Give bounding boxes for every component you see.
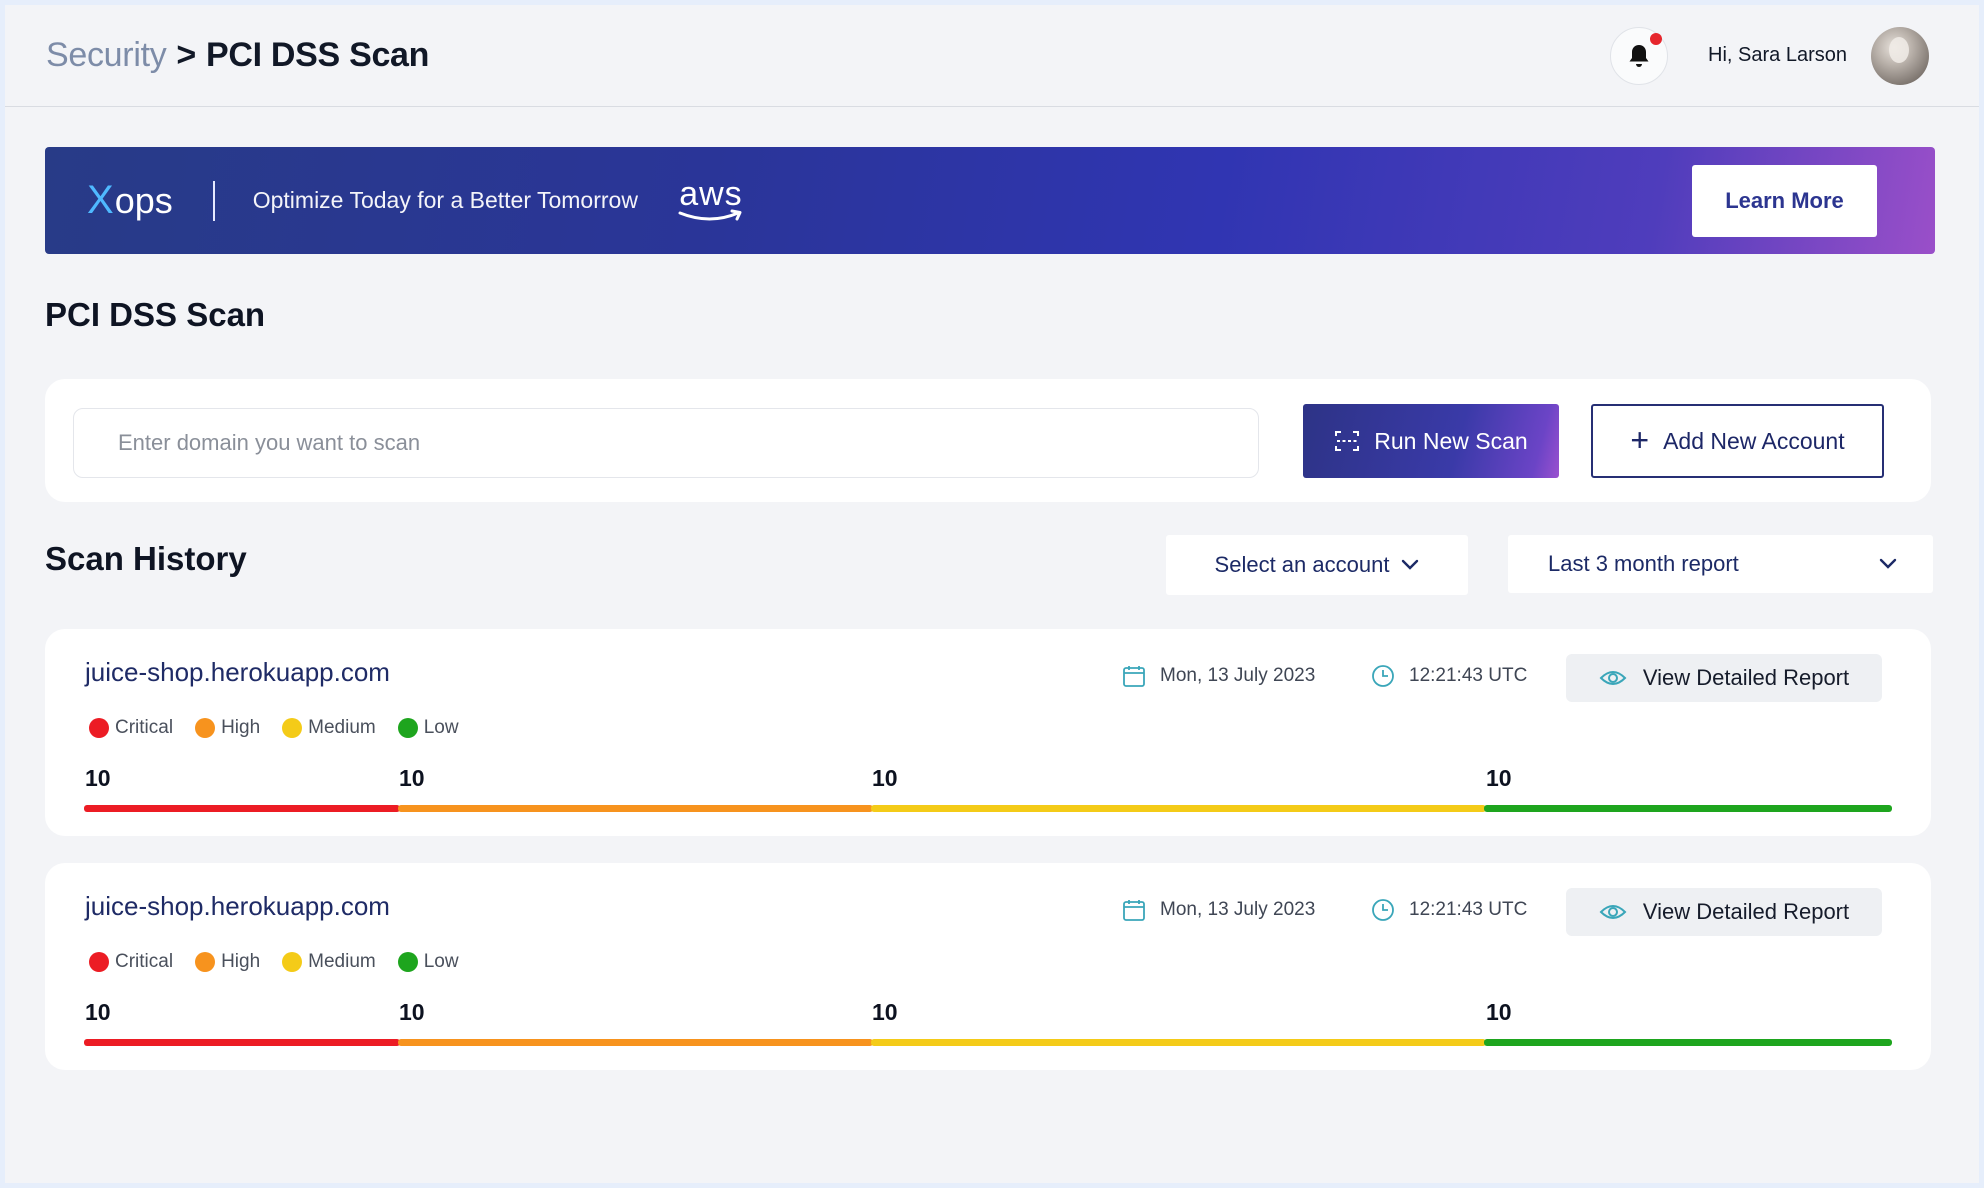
add-new-account-label: Add New Account	[1663, 427, 1845, 454]
date-range-select-value: Last 3 month report	[1548, 551, 1739, 576]
legend-critical: Critical	[89, 951, 173, 973]
medium-count: 10	[872, 765, 898, 791]
eye-icon	[1599, 905, 1627, 919]
legend-medium: Medium	[282, 951, 376, 973]
notification-badge	[1650, 32, 1663, 45]
medium-count: 10	[872, 999, 898, 1025]
scan-domain[interactable]: juice-shop.herokuapp.com	[85, 891, 390, 921]
date-range-select-dropdown[interactable]: Last 3 month report	[1508, 535, 1933, 593]
scan-date: Mon, 13 July 2023	[1122, 898, 1315, 922]
scan-date: Mon, 13 July 2023	[1122, 664, 1315, 688]
user-avatar[interactable]	[1871, 26, 1929, 85]
high-count: 10	[399, 765, 425, 791]
scan-domain[interactable]: juice-shop.herokuapp.com	[85, 657, 390, 687]
clock-icon	[1372, 665, 1394, 687]
aws-logo: aws	[678, 177, 744, 223]
high-bar	[398, 805, 873, 812]
eye-icon	[1599, 671, 1627, 685]
high-bar	[398, 1039, 873, 1046]
medium-bar	[871, 805, 1486, 812]
breadcrumb-separator: >	[176, 36, 196, 74]
low-bar	[1484, 805, 1892, 812]
scan-history-item: juice-shop.herokuapp.com Mon, 13 July 20…	[45, 863, 1931, 1070]
critical-bar	[84, 805, 400, 812]
high-count: 10	[399, 999, 425, 1025]
critical-count: 10	[85, 999, 111, 1025]
scan-history-item: juice-shop.herokuapp.com Mon, 13 July 20…	[45, 629, 1931, 836]
clock-icon	[1372, 899, 1394, 921]
medium-bar	[871, 1039, 1486, 1046]
bell-icon	[1629, 44, 1649, 67]
scan-form-card: Run New Scan + Add New Account	[45, 379, 1931, 502]
banner-divider	[212, 180, 215, 221]
legend-low: Low	[397, 951, 459, 973]
user-greeting: Hi, Sara Larson	[1708, 44, 1847, 66]
calendar-icon	[1123, 666, 1145, 687]
banner-tagline: Optimize Today for a Better Tomorrow	[252, 187, 638, 213]
critical-bar	[84, 1039, 400, 1046]
scan-icon	[1335, 431, 1360, 451]
chevron-down-icon	[1879, 558, 1897, 569]
severity-legend: Critical High Medium Low	[89, 951, 481, 973]
domain-search-input[interactable]	[73, 408, 1259, 478]
legend-high: High	[195, 951, 260, 973]
severity-legend: Critical High Medium Low	[89, 717, 481, 739]
low-count: 10	[1486, 999, 1512, 1025]
scan-time: 12:21:43 UTC	[1371, 664, 1527, 688]
legend-high: High	[195, 717, 260, 739]
account-select-value: Select an account	[1214, 552, 1390, 577]
view-detailed-report-button[interactable]: View Detailed Report	[1566, 654, 1882, 702]
page-title: PCI DSS Scan	[45, 296, 266, 333]
view-detailed-report-button[interactable]: View Detailed Report	[1566, 888, 1882, 936]
notifications-button[interactable]	[1610, 26, 1669, 85]
run-new-scan-button[interactable]: Run New Scan	[1303, 404, 1559, 478]
low-bar	[1484, 1039, 1892, 1046]
scan-history-title: Scan History	[45, 540, 247, 577]
run-new-scan-label: Run New Scan	[1374, 427, 1528, 454]
legend-medium: Medium	[282, 717, 376, 739]
chevron-down-icon	[1402, 559, 1419, 570]
scan-time: 12:21:43 UTC	[1371, 898, 1527, 922]
aws-smile-icon	[678, 209, 742, 220]
calendar-icon	[1123, 900, 1145, 921]
learn-more-button[interactable]: Learn More	[1692, 164, 1877, 237]
plus-icon: +	[1630, 421, 1650, 458]
add-new-account-button[interactable]: + Add New Account	[1591, 404, 1884, 478]
critical-count: 10	[85, 765, 111, 791]
legend-low: Low	[397, 717, 459, 739]
breadcrumb: Security > PCI DSS Scan	[46, 36, 429, 75]
legend-critical: Critical	[89, 717, 173, 739]
breadcrumb-security-link[interactable]: Security	[46, 36, 167, 74]
header-user-area: Hi, Sara Larson	[1610, 26, 1929, 85]
top-header: Security > PCI DSS Scan Hi, Sara Larson	[5, 5, 1979, 107]
account-select-dropdown[interactable]: Select an account	[1166, 535, 1468, 595]
breadcrumb-current: PCI DSS Scan	[205, 36, 430, 74]
low-count: 10	[1486, 765, 1512, 791]
